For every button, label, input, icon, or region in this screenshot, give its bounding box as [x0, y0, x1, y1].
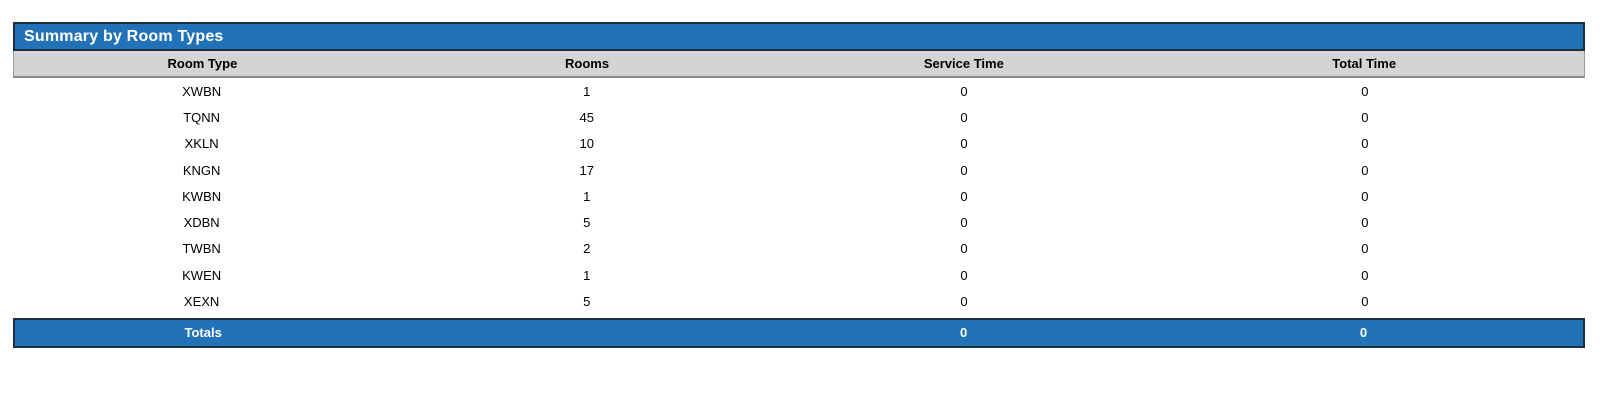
cell-service-time: 0 [960, 136, 968, 152]
table-row: KWEN 1 0 0 [13, 262, 1585, 289]
cell-rooms: 17 [579, 162, 594, 178]
cell-service-time: 0 [960, 109, 968, 125]
cell-service-time: 0 [960, 215, 968, 231]
cell-service-time: 0 [960, 83, 968, 99]
cell-room-type: TQNN [183, 109, 221, 125]
room-types-summary-report: Summary by Room Types Room Type Rooms Se… [13, 22, 1585, 348]
table-row: KNGN 17 0 0 [13, 156, 1585, 184]
cell-service-time: 0 [960, 162, 968, 178]
table-header-row: Room Type Rooms Service Time Total Time [13, 51, 1585, 78]
cell-room-type: XEXN [183, 294, 220, 310]
column-header-rooms: Rooms [565, 56, 610, 71]
table-row: XEXN 5 0 0 [13, 288, 1585, 315]
totals-row: Totals 0 0 [13, 317, 1585, 348]
report-title-bar: Summary by Room Types [13, 22, 1585, 51]
cell-rooms: 2 [583, 241, 591, 257]
totals-label: Totals [184, 325, 222, 341]
cell-room-type: KWBN [182, 188, 222, 204]
cell-total-time: 0 [1361, 109, 1369, 125]
cell-service-time: 0 [960, 267, 968, 283]
cell-rooms: 10 [579, 136, 594, 152]
cell-rooms: 5 [583, 294, 591, 310]
cell-room-type: XKLN [184, 136, 219, 152]
totals-service-time: 0 [960, 325, 968, 341]
report-title: Summary by Room Types [24, 27, 224, 45]
column-header-service-time: Service Time [923, 56, 1004, 71]
cell-room-type: XDBN [183, 215, 220, 231]
cell-total-time: 0 [1361, 294, 1369, 310]
cell-service-time: 0 [960, 188, 968, 204]
cell-total-time: 0 [1361, 188, 1369, 204]
cell-room-type: XWBN [182, 83, 222, 99]
table-row: XKLN 10 0 0 [13, 130, 1585, 157]
table-row: KWBN 1 0 0 [13, 183, 1585, 210]
cell-total-time: 0 [1361, 241, 1369, 257]
cell-total-time: 0 [1361, 267, 1369, 283]
cell-total-time: 0 [1361, 162, 1369, 178]
table-row: TQNN 45 0 0 [13, 104, 1585, 131]
cell-room-type: KNGN [182, 162, 221, 178]
cell-rooms: 1 [583, 83, 591, 99]
cell-service-time: 0 [960, 294, 968, 310]
cell-total-time: 0 [1361, 215, 1369, 231]
table-row: XDBN 5 0 0 [13, 209, 1585, 236]
table-row: XWBN 1 0 0 [13, 78, 1585, 105]
cell-rooms: 1 [583, 267, 591, 283]
totals-total-time: 0 [1359, 325, 1368, 341]
cell-rooms: 5 [583, 215, 591, 231]
cell-total-time: 0 [1361, 83, 1369, 99]
column-header-total-time: Total Time [1332, 56, 1397, 71]
table-row: TWBN 2 0 0 [13, 235, 1585, 263]
cell-room-type: KWEN [182, 267, 222, 283]
cell-room-type: TWBN [182, 241, 221, 257]
column-header-room-type: Room Type [167, 56, 238, 71]
cell-rooms: 45 [579, 109, 594, 125]
cell-total-time: 0 [1361, 136, 1369, 152]
cell-service-time: 0 [960, 241, 968, 257]
cell-rooms: 1 [583, 188, 591, 204]
